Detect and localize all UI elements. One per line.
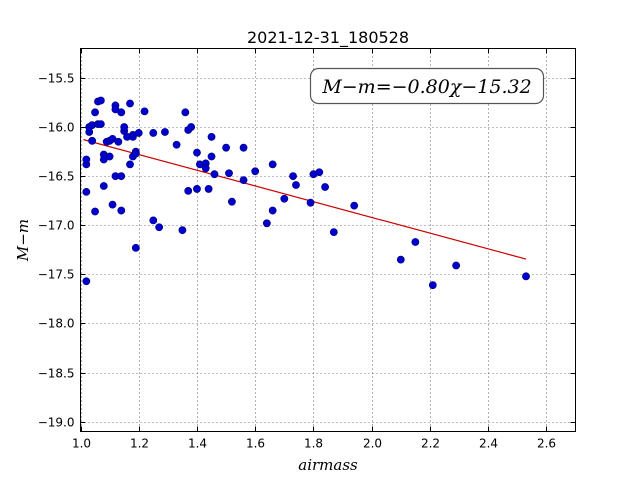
- data-point: [82, 277, 91, 286]
- fit-line-group: [83, 139, 527, 260]
- data-point: [306, 198, 315, 207]
- data-point: [321, 183, 329, 191]
- data-point: [91, 207, 99, 216]
- data-point: [204, 185, 213, 193]
- data-point: [178, 226, 187, 235]
- data-point: [184, 186, 193, 195]
- data-point: [251, 167, 260, 176]
- y-tick-label: −18.5: [38, 367, 75, 381]
- data-point: [193, 148, 201, 157]
- data-point: [149, 216, 158, 225]
- data-point: [172, 140, 181, 149]
- data-point: [452, 261, 461, 270]
- data-point: [99, 182, 108, 190]
- x-tick-label: 1.2: [130, 437, 149, 451]
- data-point: [396, 255, 405, 264]
- data-point: [228, 197, 236, 206]
- y-tick-label: −16.5: [38, 170, 75, 184]
- x-tick-label: 2.2: [421, 437, 440, 451]
- data-point: [131, 149, 140, 158]
- data-point: [96, 96, 105, 105]
- data-point: [120, 123, 129, 131]
- plot-frame: [80, 48, 576, 432]
- x-tick-label: 1.0: [72, 437, 91, 451]
- axis-ticks: [80, 48, 576, 432]
- scatter-points: [82, 96, 530, 290]
- data-point: [149, 129, 158, 137]
- data-point: [225, 169, 233, 178]
- y-tick-label: −18.0: [38, 317, 75, 331]
- data-point: [91, 108, 99, 117]
- data-point: [126, 160, 134, 169]
- x-axis-label: airmass: [298, 456, 358, 474]
- data-point: [292, 181, 300, 189]
- x-tick-label: 1.4: [188, 437, 207, 451]
- y-tick-label: −16.0: [38, 121, 75, 135]
- grid-lines: [80, 48, 576, 432]
- data-point: [105, 152, 114, 161]
- data-point: [161, 128, 169, 136]
- data-point: [96, 120, 105, 129]
- data-point: [187, 123, 196, 131]
- data-point: [82, 155, 91, 164]
- data-point: [329, 228, 338, 237]
- data-point: [88, 136, 97, 145]
- data-point: [280, 194, 289, 203]
- data-point: [108, 200, 117, 209]
- data-point: [315, 168, 324, 177]
- data-point: [239, 143, 248, 152]
- data-point: [350, 201, 359, 210]
- data-point: [289, 172, 297, 181]
- x-tick-labels: 1.0 1.2 1.4 1.6 1.8 2.0 2.2 2.4 2.6: [72, 437, 556, 451]
- y-tick-label: −15.5: [38, 72, 75, 86]
- data-point: [411, 238, 420, 246]
- data-point: [222, 143, 230, 152]
- data-point: [134, 129, 143, 137]
- chart-title: 2021-12-31_180528: [247, 28, 409, 48]
- y-tick-label: −17.5: [38, 268, 75, 282]
- y-tick-label: −17.0: [38, 219, 75, 233]
- data-point: [155, 223, 164, 232]
- x-tick-label: 2.4: [479, 437, 498, 451]
- data-point: [522, 272, 530, 281]
- equation-box: M−m=−0.80χ−15.32: [309, 67, 545, 105]
- data-point: [207, 132, 216, 141]
- y-axis-label: M−m: [14, 219, 32, 262]
- x-tick-label: 2.0: [363, 437, 382, 451]
- y-tick-labels: −15.5 −16.0 −16.5 −17.0 −17.5 −18.0 −18.5 −19.0: [38, 72, 75, 430]
- y-tick-label: −19.0: [38, 416, 75, 430]
- data-point: [239, 176, 248, 184]
- data-point: [82, 187, 91, 196]
- data-point: [114, 137, 123, 146]
- data-point: [129, 132, 137, 141]
- data-point: [268, 160, 277, 169]
- x-tick-label: 1.6: [246, 437, 265, 451]
- data-point: [126, 99, 134, 108]
- data-point: [117, 172, 126, 181]
- data-point: [117, 108, 126, 117]
- data-point: [181, 108, 190, 117]
- data-point: [193, 185, 201, 193]
- data-point: [262, 219, 271, 228]
- data-point: [201, 164, 210, 173]
- data-point: [268, 206, 277, 215]
- data-point: [428, 281, 437, 290]
- x-tick-label: 1.8: [304, 437, 323, 451]
- data-point: [210, 170, 219, 179]
- x-tick-label: 2.6: [537, 437, 556, 451]
- data-point: [207, 152, 216, 161]
- data-point: [140, 107, 149, 116]
- fit-line: [83, 139, 527, 260]
- equation-annotation: M−m=−0.80χ−15.32: [321, 76, 531, 98]
- data-point: [117, 206, 126, 215]
- data-point: [131, 243, 140, 252]
